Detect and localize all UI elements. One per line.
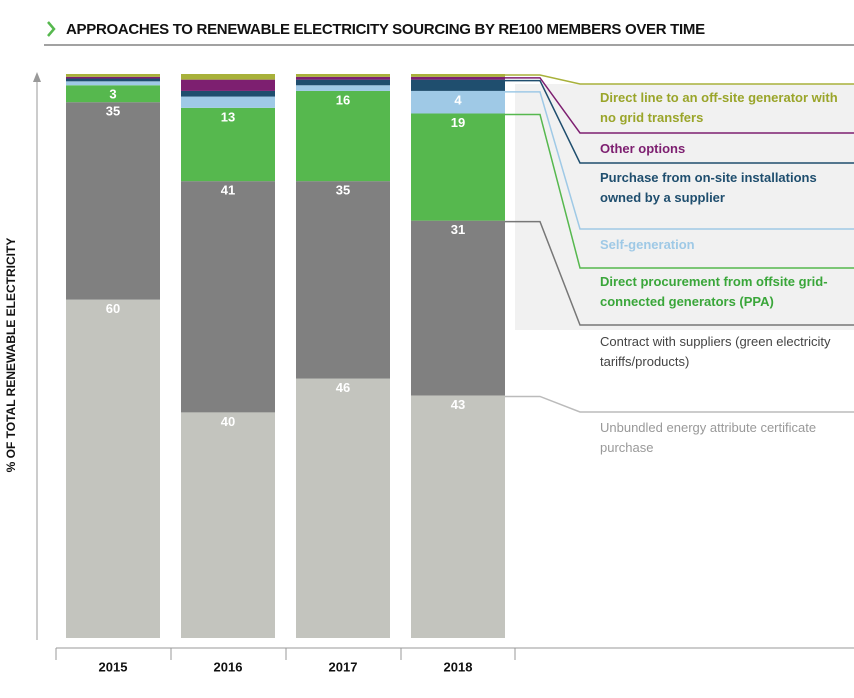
x-tick-label: 2017: [329, 659, 358, 674]
bar-segment: [296, 181, 390, 379]
bar-segment: [66, 76, 160, 79]
bar-segment: [411, 220, 505, 396]
legend-label: Self-generation: [600, 237, 695, 252]
x-tick-label: 2015: [99, 659, 128, 674]
bar-segment: [296, 378, 390, 638]
bar-segment: [411, 90, 505, 114]
value-label: 4: [454, 92, 462, 107]
bar-segment: [181, 96, 275, 108]
value-label: 46: [336, 380, 350, 395]
bar-segment: [411, 395, 505, 638]
legend-label: Other options: [600, 141, 686, 156]
bar-segment: [66, 74, 160, 77]
value-label: 13: [221, 109, 235, 124]
bar-segment: [296, 74, 390, 77]
bar-segment: [181, 79, 275, 91]
title-icon: [47, 21, 56, 37]
legend-label: Purchase from on-site installations owne…: [600, 170, 817, 205]
bar-segment: [181, 90, 275, 97]
bar-segment: [411, 113, 505, 221]
value-label: 41: [221, 183, 235, 198]
bar-segment: [296, 85, 390, 91]
legend-label: Direct procurement from offsite grid-con…: [600, 274, 828, 309]
y-axis-arrow: [33, 72, 41, 82]
bar-segment: [296, 79, 390, 86]
value-label: 40: [221, 414, 235, 429]
bar-segment: [66, 102, 160, 300]
legend-label: Unbundled energy attribute certificate p…: [600, 420, 817, 455]
value-label: 60: [106, 301, 120, 316]
value-label: 35: [106, 104, 120, 119]
value-label: 16: [336, 92, 350, 107]
value-label: 19: [451, 115, 465, 130]
bar-segment: [296, 76, 390, 80]
bar-segment: [66, 299, 160, 638]
bar-segment: [296, 90, 390, 182]
value-label: 3: [109, 87, 116, 102]
value-label: 35: [336, 183, 350, 198]
legend-connector: [505, 91, 854, 230]
legend-connector: [505, 74, 854, 85]
legend-label: Contract with suppliers (green electrici…: [600, 334, 831, 369]
value-label: 43: [451, 397, 465, 412]
legend-connector: [505, 395, 854, 413]
legend-connector: [505, 79, 854, 164]
legend-connector: [505, 220, 854, 326]
bar-segment: [411, 79, 505, 91]
y-axis-label: % OF TOTAL RENEWABLE ELECTRICITY: [4, 238, 18, 473]
legend-connector: [505, 77, 854, 134]
bar-segment: [66, 85, 160, 103]
bar-segment: [66, 81, 160, 86]
value-label: 31: [451, 222, 465, 237]
x-tick-label: 2016: [214, 659, 243, 674]
bar-segment: [181, 74, 275, 80]
bar-segment: [411, 74, 505, 77]
chart-title: APPROACHES TO RENEWABLE ELECTRICITY SOUR…: [66, 21, 705, 38]
legend-connector: [505, 113, 854, 269]
bar-segment: [181, 412, 275, 638]
bar-segment: [411, 76, 505, 80]
x-tick-label: 2018: [444, 659, 473, 674]
bar-segment: [181, 181, 275, 413]
bar-segment: [66, 78, 160, 82]
legend-label: Direct line to an off-site generator wit…: [600, 90, 838, 125]
bar-segment: [181, 107, 275, 182]
